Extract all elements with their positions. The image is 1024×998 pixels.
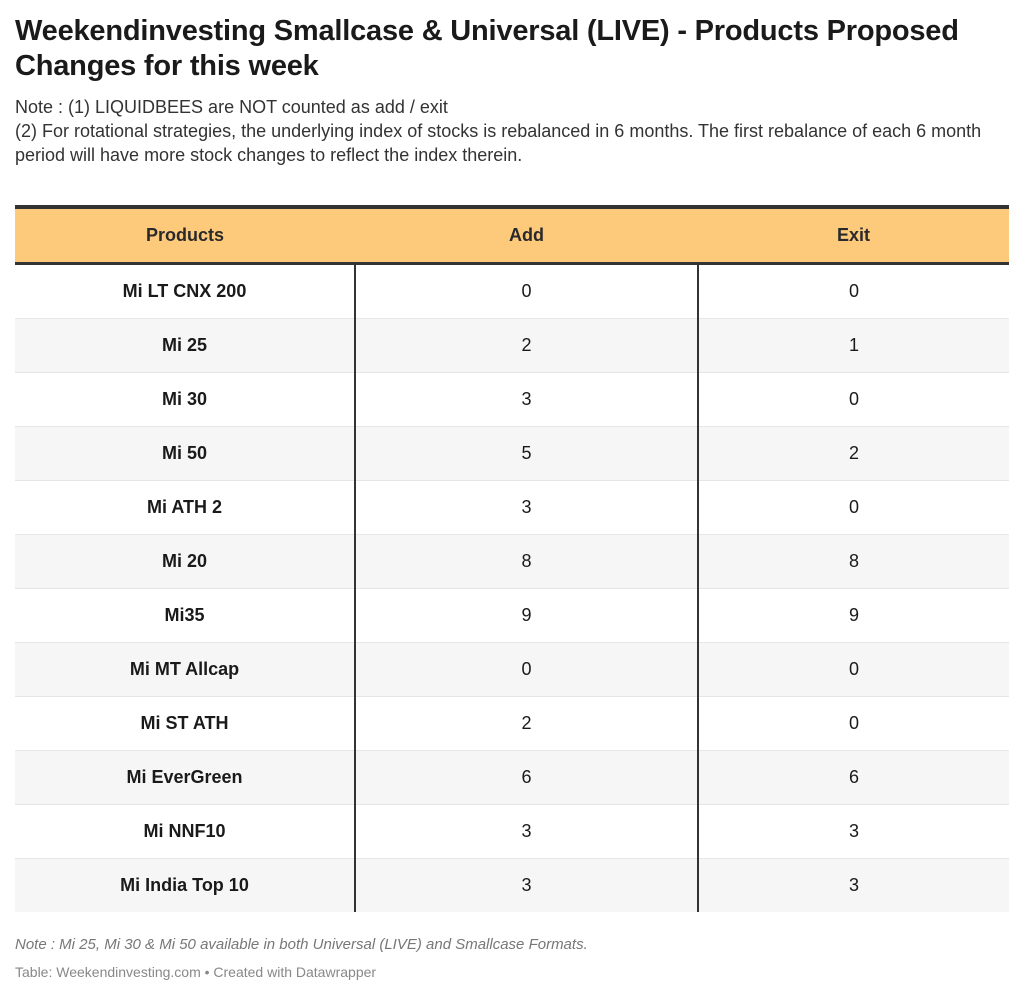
product-cell: Mi EverGreen (15, 750, 356, 805)
note-line-2: (2) For rotational strategies, the under… (15, 121, 982, 165)
table-header: Products Add Exit (15, 205, 1009, 265)
table-row: Mi EverGreen 6 6 (15, 750, 1009, 805)
page-title: Weekendinvesting Smallcase & Universal (… (15, 15, 959, 82)
add-cell: 0 (355, 263, 699, 319)
product-cell: Mi 30 (15, 372, 356, 427)
column-header-add[interactable]: Add (355, 205, 698, 265)
table-row: Mi 20 8 8 (15, 534, 1009, 589)
table-row: Mi 30 3 0 (15, 372, 1009, 427)
product-cell: Mi 25 (15, 318, 356, 373)
column-header-products[interactable]: Products (15, 205, 355, 265)
exit-cell: 3 (698, 804, 1009, 859)
table-row: Mi NNF10 3 3 (15, 804, 1009, 859)
source-credit: Table: Weekendinvesting.com • Created wi… (15, 964, 377, 980)
add-cell: 9 (355, 588, 699, 643)
exit-cell: 1 (698, 318, 1009, 373)
exit-cell: 0 (698, 480, 1009, 535)
table-row: Mi India Top 10 3 3 (15, 858, 1009, 912)
product-cell: Mi MT Allcap (15, 642, 356, 697)
product-cell: Mi 20 (15, 534, 356, 589)
table-row: Mi35 9 9 (15, 588, 1009, 643)
add-cell: 8 (355, 534, 699, 589)
exit-cell: 8 (698, 534, 1009, 589)
exit-cell: 0 (698, 696, 1009, 751)
add-cell: 3 (355, 372, 699, 427)
product-cell: Mi NNF10 (15, 804, 356, 859)
add-cell: 3 (355, 858, 699, 912)
product-cell: Mi India Top 10 (15, 858, 356, 912)
product-cell: Mi 50 (15, 426, 356, 481)
product-cell: Mi ATH 2 (15, 480, 356, 535)
product-cell: Mi ST ATH (15, 696, 356, 751)
table-row: Mi ATH 2 3 0 (15, 480, 1009, 535)
add-cell: 2 (355, 318, 699, 373)
table-row: Mi ST ATH 2 0 (15, 696, 1009, 751)
exit-cell: 0 (698, 263, 1009, 319)
exit-cell: 3 (698, 858, 1009, 912)
table-body: Mi LT CNX 200 0 0 Mi 25 2 1 Mi 30 3 0 Mi… (15, 263, 1009, 912)
product-cell: Mi35 (15, 588, 356, 643)
notes: Note : (1) LIQUIDBEES are NOT counted as… (15, 95, 1009, 167)
add-cell: 2 (355, 696, 699, 751)
add-cell: 5 (355, 426, 699, 481)
exit-cell: 0 (698, 372, 1009, 427)
table-row: Mi 25 2 1 (15, 318, 1009, 373)
exit-cell: 6 (698, 750, 1009, 805)
note-line-1: Note : (1) LIQUIDBEES are NOT counted as… (15, 97, 448, 117)
exit-cell: 0 (698, 642, 1009, 697)
add-cell: 6 (355, 750, 699, 805)
footnote: Note : Mi 25, Mi 30 & Mi 50 available in… (15, 936, 588, 953)
product-cell: Mi LT CNX 200 (15, 263, 356, 319)
exit-cell: 9 (698, 588, 1009, 643)
table-row: Mi MT Allcap 0 0 (15, 642, 1009, 697)
add-cell: 0 (355, 642, 699, 697)
column-header-exit[interactable]: Exit (698, 205, 1009, 265)
add-cell: 3 (355, 804, 699, 859)
table-row: Mi 50 5 2 (15, 426, 1009, 481)
table-row: Mi LT CNX 200 0 0 (15, 263, 1009, 319)
add-cell: 3 (355, 480, 699, 535)
exit-cell: 2 (698, 426, 1009, 481)
header-block: Weekendinvesting Smallcase & Universal (… (15, 14, 1009, 167)
header-row: Products Add Exit (15, 205, 1009, 265)
products-table: Products Add Exit Mi LT CNX 200 0 0 Mi 2… (15, 205, 1009, 912)
